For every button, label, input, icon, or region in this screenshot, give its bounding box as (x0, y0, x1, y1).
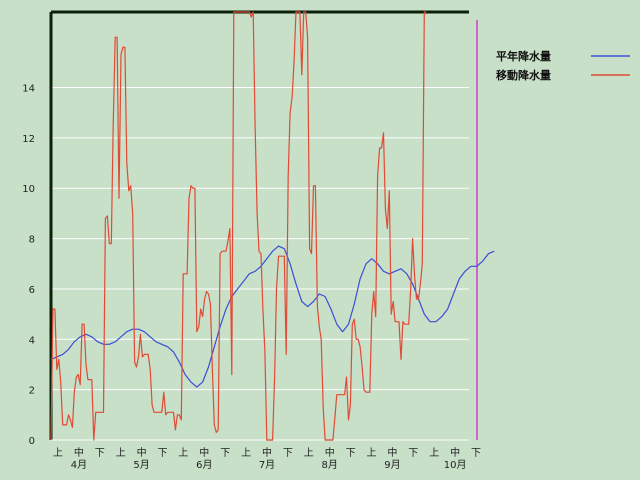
x-tick-label: 上 (429, 447, 439, 459)
x-tick-label: 下 (95, 448, 105, 459)
axes (49, 10, 478, 441)
month-label: 10月 (444, 459, 467, 471)
y-tick-label: 4 (29, 335, 35, 346)
x-tick-label: 上 (178, 447, 188, 459)
series-line-1 (50, 245, 495, 388)
month-label: 4月 (71, 459, 87, 471)
x-tick-label: 中 (137, 446, 147, 459)
y-tick-label: 14 (22, 84, 35, 95)
month-label: 7月 (259, 459, 275, 471)
x-tick-label: 中 (450, 446, 460, 459)
y-tick-label: 2 (29, 386, 35, 397)
series-line-2 (50, 11, 427, 441)
month-labels: 4月 5月 6月 7月 8月 9月 10月 (71, 459, 467, 471)
x-tick-label: 上 (241, 447, 251, 459)
x-tick-label: 中 (74, 446, 84, 459)
x-tick-label: 上 (367, 447, 377, 459)
y-tick-label: 0 (29, 436, 35, 447)
x-tick-label: 上 (304, 447, 314, 459)
y-tick-label: 8 (29, 235, 35, 246)
x-tick-label: 下 (283, 448, 293, 459)
x-tick-label: 中 (262, 446, 272, 459)
x-tick-label: 下 (471, 448, 481, 459)
x-tick-label: 下 (346, 448, 356, 459)
month-label: 6月 (196, 459, 212, 471)
y-tick-label: 6 (29, 285, 35, 296)
month-label: 5月 (133, 459, 149, 471)
month-label: 8月 (322, 459, 338, 471)
grid-lines (51, 87, 469, 391)
x-tick-label: 下 (158, 448, 168, 459)
x-tick-label: 中 (325, 446, 335, 459)
x-tick-label: 下 (220, 448, 230, 459)
x-tick-label: 下 (408, 448, 418, 459)
y-tick-label: 12 (22, 134, 35, 145)
x-tick-label: 中 (199, 446, 209, 459)
y-tick-labels: 0 2 4 6 8 10 12 14 (22, 84, 35, 447)
month-label: 9月 (384, 459, 400, 471)
legend-label: 平年降水量 (496, 49, 551, 63)
y-tick-label: 10 (22, 184, 35, 195)
x-tick-label: 中 (387, 446, 397, 459)
series-lines (50, 11, 495, 441)
x-tick-label: 上 (53, 447, 63, 459)
x-tick-label: 上 (116, 447, 126, 459)
legend-label: 移動降水量 (496, 68, 551, 82)
x-tick-labels: 上中下上中下上中下上中下上中下上中下上中下 (53, 446, 481, 459)
